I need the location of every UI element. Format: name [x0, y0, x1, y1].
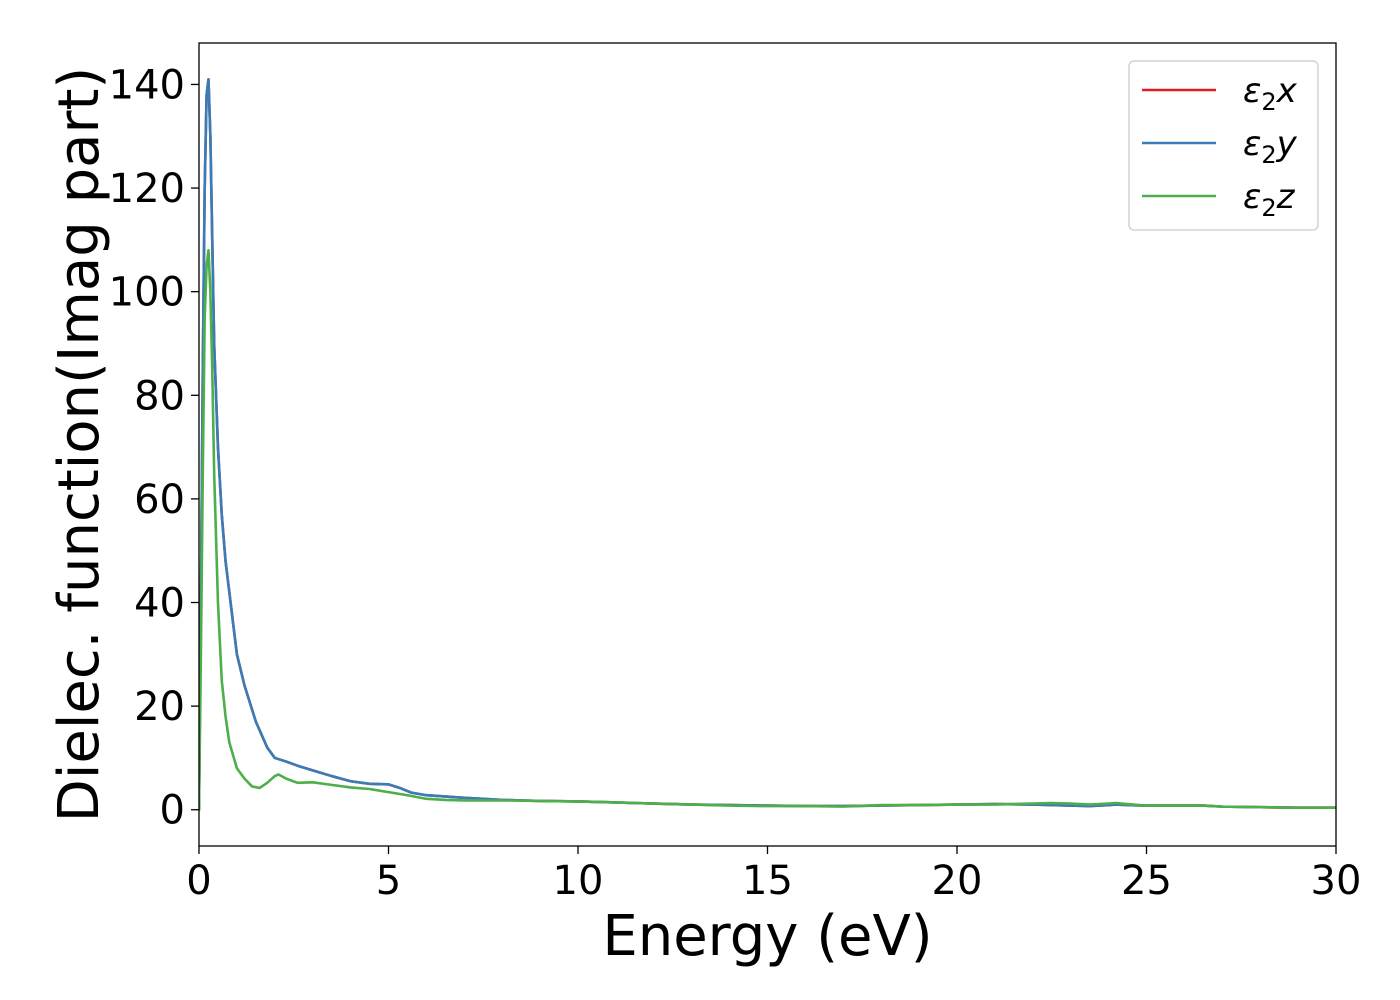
- y-tick-label: 20: [134, 684, 185, 730]
- y-axis-ticks: 0 20 40 60 80 100 120 140: [109, 62, 199, 834]
- legend-label-z: ε2z: [1243, 177, 1296, 222]
- x-tick-label: 15: [742, 858, 793, 904]
- y-tick-label: 40: [134, 581, 185, 627]
- y-tick-label: 100: [109, 270, 185, 316]
- x-tick-label: 20: [932, 858, 983, 904]
- x-tick-label: 0: [186, 858, 211, 904]
- x-axis-title: Energy (eV): [602, 904, 932, 969]
- legend-box: [1128, 60, 1319, 231]
- x-tick-label: 5: [376, 858, 401, 904]
- y-tick-label: 60: [134, 477, 185, 523]
- series-line-z: [199, 248, 1336, 812]
- y-tick-label: 80: [134, 373, 185, 419]
- x-tick-label: 25: [1121, 858, 1172, 904]
- x-axis-ticks: 0 5 10 15 20 25 30: [186, 846, 1361, 904]
- y-tick-label: 0: [160, 788, 185, 834]
- legend-label-x: ε2x: [1243, 71, 1298, 116]
- y-axis-title: Dielec. function(Imag part): [47, 67, 112, 823]
- y-tick-label: 140: [109, 62, 185, 108]
- legend-label-y: ε2y: [1243, 124, 1298, 169]
- series-line-y: [199, 77, 1336, 812]
- y-tick-label: 120: [109, 166, 185, 212]
- series-layer: [199, 77, 1336, 812]
- legend: ε2x ε2y ε2z: [1128, 60, 1319, 231]
- x-tick-label: 10: [553, 858, 604, 904]
- x-tick-label: 30: [1311, 858, 1362, 904]
